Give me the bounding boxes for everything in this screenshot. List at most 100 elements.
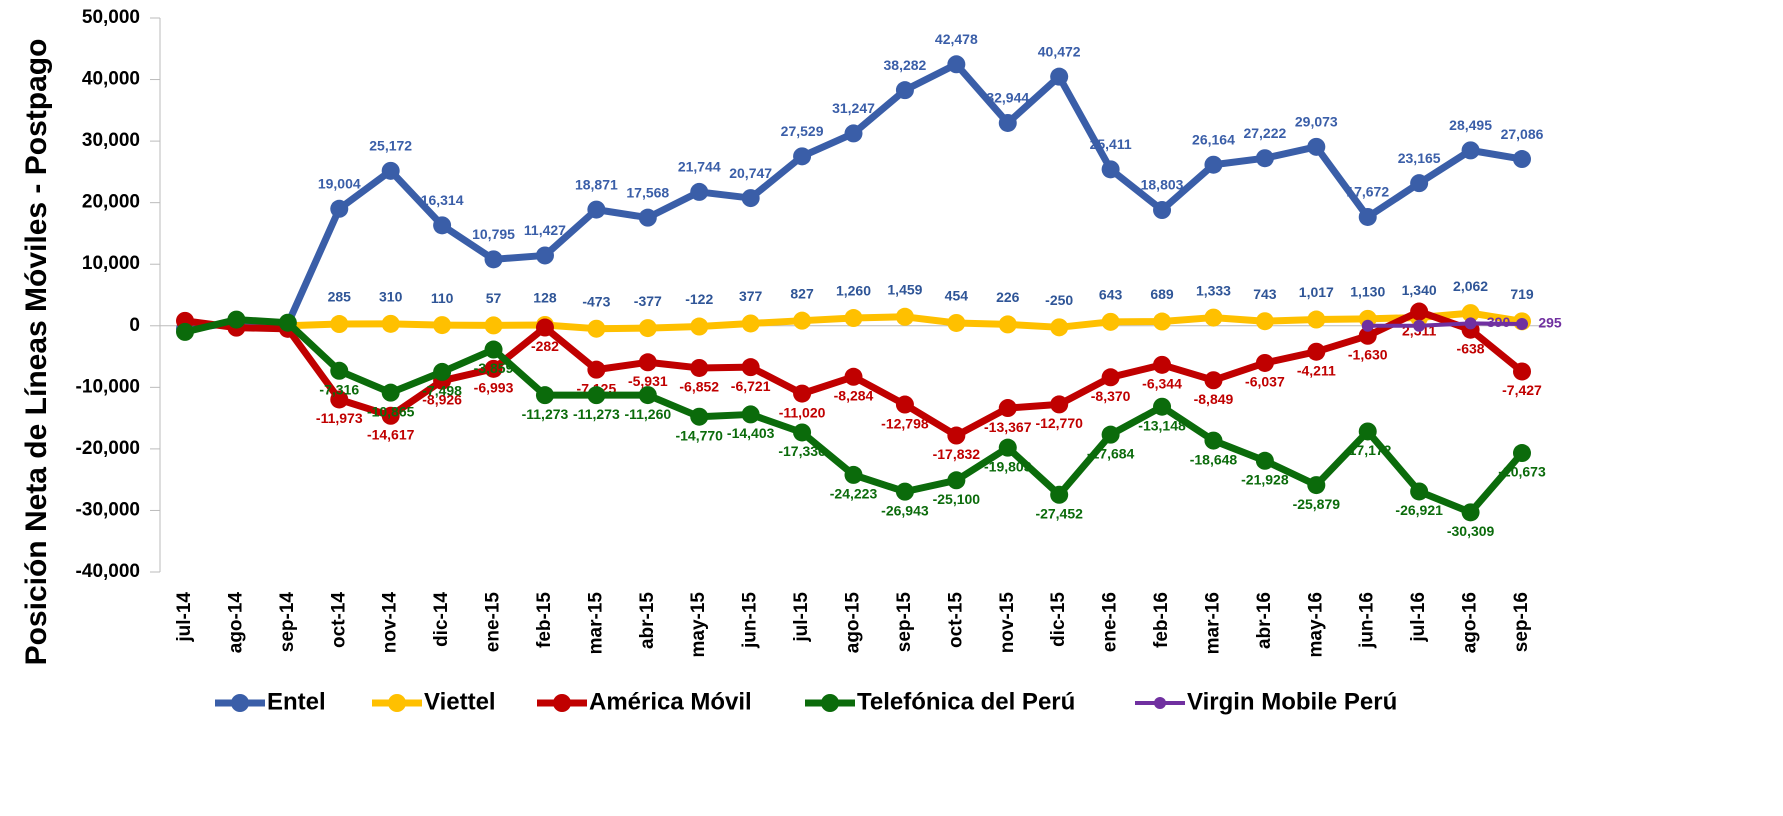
marker <box>1101 425 1120 444</box>
data-label: -18,648 <box>1190 451 1238 467</box>
data-label: 11,427 <box>524 222 566 238</box>
marker <box>1513 362 1531 381</box>
data-label: 689 <box>1150 286 1174 302</box>
data-label: -8,849 <box>1194 391 1234 407</box>
y-tick-label: -10,000 <box>76 376 140 397</box>
marker <box>1101 368 1120 387</box>
x-tick-label: jul-16 <box>1408 592 1429 643</box>
data-label: 1,333 <box>1196 282 1231 298</box>
data-label: -6,721 <box>731 378 771 394</box>
marker <box>1410 302 1429 321</box>
data-label: -12,798 <box>881 415 929 431</box>
data-label: 2,062 <box>1453 278 1488 294</box>
x-tick-label: feb-15 <box>534 592 555 648</box>
data-label: 40,472 <box>1038 43 1081 59</box>
marker <box>690 358 709 377</box>
marker <box>1358 422 1377 441</box>
marker <box>1307 310 1326 329</box>
data-label: -17,832 <box>933 446 981 462</box>
data-label: 29,073 <box>1295 114 1338 130</box>
series-line <box>1367 321 1523 328</box>
data-label: -8,926 <box>422 391 462 407</box>
marker <box>1513 444 1531 463</box>
marker <box>895 482 914 501</box>
marker <box>895 395 914 414</box>
data-label: 20,747 <box>729 165 772 181</box>
marker <box>1461 141 1480 160</box>
data-label: 32,944 <box>986 90 1029 106</box>
legend-marker <box>553 694 571 712</box>
y-tick-label: 20,000 <box>82 192 140 213</box>
data-label: 827 <box>790 285 814 301</box>
marker <box>381 161 400 180</box>
data-label: -12,770 <box>1035 415 1083 431</box>
marker <box>484 359 503 378</box>
marker <box>1204 431 1223 450</box>
marker <box>1513 150 1531 169</box>
marker <box>1050 485 1069 504</box>
data-label: 377 <box>739 288 763 304</box>
data-label: -5,931 <box>628 373 668 389</box>
data-label: 226 <box>996 289 1020 305</box>
x-tick-label: mar-16 <box>1202 592 1223 654</box>
y-tick-label: 0 <box>129 315 140 336</box>
data-label: 454 <box>945 288 969 304</box>
marker <box>1255 353 1274 372</box>
data-label: -19,803 <box>984 458 1032 474</box>
data-label: -24,223 <box>830 486 878 502</box>
data-label: -20,673 <box>1498 464 1546 480</box>
marker <box>176 322 194 341</box>
x-tick-label: jun-15 <box>740 592 761 649</box>
data-label: 310 <box>379 289 403 305</box>
marker <box>1461 503 1480 522</box>
data-label: 1,340 <box>1402 282 1437 298</box>
data-label: -6,993 <box>474 380 514 396</box>
y-tick-label: 50,000 <box>82 7 140 28</box>
data-label: -10,865 <box>367 403 415 419</box>
data-label: 26,164 <box>1192 131 1235 147</box>
data-label: 128 <box>533 290 557 306</box>
y-tick-label: -20,000 <box>76 438 140 459</box>
marker <box>484 316 503 335</box>
marker <box>587 200 606 219</box>
x-tick-label: nov-14 <box>380 592 401 654</box>
marker <box>741 405 760 424</box>
marker <box>1410 174 1429 193</box>
marker <box>484 250 503 269</box>
data-label: -638 <box>1457 340 1485 356</box>
x-tick-label: ene-15 <box>483 592 504 653</box>
data-label: -7,316 <box>319 382 359 398</box>
marker <box>793 311 812 330</box>
data-label: -25,879 <box>1293 496 1341 512</box>
marker <box>381 406 400 425</box>
marker <box>535 386 554 405</box>
marker <box>741 358 760 377</box>
x-tick-label: may-15 <box>688 592 709 658</box>
data-label: 28,495 <box>1449 117 1492 133</box>
x-tick-label: sep-14 <box>277 592 298 653</box>
x-tick-label: sep-15 <box>894 592 915 653</box>
data-label: 42,478 <box>935 31 978 47</box>
legend-label: Virgin Mobile Perú <box>1187 688 1397 715</box>
marker <box>638 319 657 338</box>
data-label: -473 <box>582 293 610 309</box>
marker <box>1358 326 1377 345</box>
x-tick-label: sep-16 <box>1511 592 1532 652</box>
marker <box>947 471 966 490</box>
data-label: -8,284 <box>834 387 874 403</box>
data-label: -282 <box>531 338 559 354</box>
legend-label: Entel <box>267 688 326 715</box>
data-label: -11,273 <box>522 406 569 422</box>
data-label: 23,165 <box>1398 150 1441 166</box>
legend-marker <box>231 694 249 712</box>
marker <box>1255 312 1274 331</box>
x-tick-label: oct-15 <box>945 592 966 648</box>
data-label: 643 <box>1099 287 1123 303</box>
marker <box>690 317 709 336</box>
data-label: -11,273 <box>573 406 620 422</box>
marker <box>1410 482 1429 501</box>
data-label: -14,770 <box>675 427 723 443</box>
marker <box>1050 395 1069 414</box>
data-label: -250 <box>1045 292 1073 308</box>
